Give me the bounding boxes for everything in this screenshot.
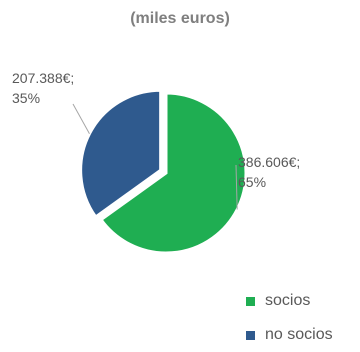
legend-item-socios: socios — [246, 284, 333, 318]
legend-label: no socios — [265, 326, 333, 343]
leader-line — [235, 164, 238, 210]
pie-slice-no-socios — [79, 88, 163, 220]
data-label-socios: 386.606€; 65% — [238, 152, 300, 192]
legend-label: socios — [265, 292, 311, 309]
pie-chart — [72, 88, 248, 255]
data-label-percent: 35% — [12, 90, 41, 106]
data-label-no-socios: 207.388€; 35% — [12, 68, 74, 108]
data-label-value: 386.606€; — [238, 154, 301, 170]
legend-item-no-socios: no socios — [246, 318, 333, 352]
data-label-value: 207.388€; — [12, 70, 75, 86]
legend-swatch-no-socios — [246, 330, 255, 340]
pie-slice-socios — [98, 91, 248, 255]
data-label-percent: 65% — [238, 174, 267, 190]
legend-swatch-socios — [246, 296, 255, 306]
legend: socios no socios — [246, 284, 333, 352]
chart-title: (miles euros) — [130, 10, 230, 27]
leader-line — [72, 103, 90, 134]
